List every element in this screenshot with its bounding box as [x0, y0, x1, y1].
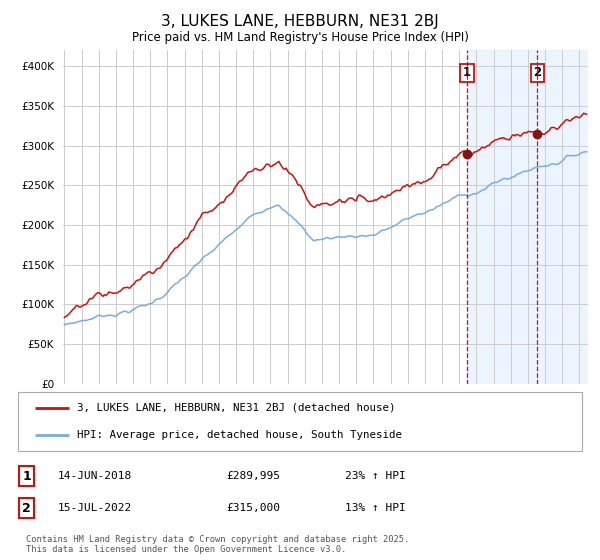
FancyBboxPatch shape: [18, 392, 582, 451]
Text: Contains HM Land Registry data © Crown copyright and database right 2025.
This d: Contains HM Land Registry data © Crown c…: [26, 535, 410, 554]
Text: 1: 1: [463, 66, 471, 79]
Text: £315,000: £315,000: [227, 503, 281, 514]
Text: 2: 2: [22, 502, 31, 515]
Text: 15-JUL-2022: 15-JUL-2022: [58, 503, 132, 514]
Text: 1: 1: [22, 469, 31, 483]
Text: Price paid vs. HM Land Registry's House Price Index (HPI): Price paid vs. HM Land Registry's House …: [131, 31, 469, 44]
Text: 2: 2: [533, 66, 541, 79]
Text: HPI: Average price, detached house, South Tyneside: HPI: Average price, detached house, Sout…: [77, 430, 402, 440]
Text: 3, LUKES LANE, HEBBURN, NE31 2BJ (detached house): 3, LUKES LANE, HEBBURN, NE31 2BJ (detach…: [77, 403, 396, 413]
Text: £289,995: £289,995: [227, 471, 281, 481]
Text: 3, LUKES LANE, HEBBURN, NE31 2BJ: 3, LUKES LANE, HEBBURN, NE31 2BJ: [161, 14, 439, 29]
Text: 23% ↑ HPI: 23% ↑ HPI: [345, 471, 406, 481]
Text: 14-JUN-2018: 14-JUN-2018: [58, 471, 132, 481]
Text: 13% ↑ HPI: 13% ↑ HPI: [345, 503, 406, 514]
Bar: [467, 50, 589, 384]
